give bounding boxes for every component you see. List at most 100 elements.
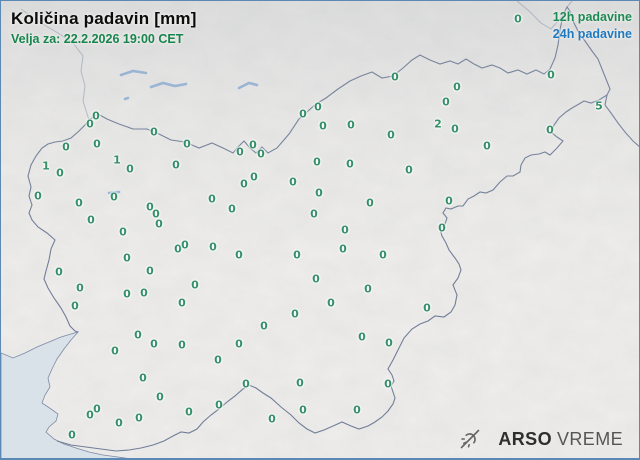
sun-icon: [461, 429, 480, 449]
station-value: 0: [178, 338, 186, 352]
station-value: 0: [310, 207, 318, 221]
station-value: 0: [135, 411, 143, 425]
station-value: 0: [76, 281, 84, 295]
station-value: 0: [260, 319, 268, 333]
station-value: 0: [546, 123, 554, 137]
station-value: 0: [313, 155, 321, 169]
station-value: 0: [214, 353, 222, 367]
station-value: 0: [358, 330, 366, 344]
station-value: 0: [152, 207, 160, 221]
station-value: 0: [209, 240, 217, 254]
station-value: 0: [547, 68, 555, 82]
station-value: 0: [139, 371, 147, 385]
station-value: 0: [119, 225, 127, 239]
station-value: 0: [235, 248, 243, 262]
station-value: 0: [445, 194, 453, 208]
neighbor-border: [20, 8, 90, 121]
station-value: 0: [250, 170, 258, 184]
station-value: 0: [319, 119, 327, 133]
station-value: 0: [215, 398, 223, 412]
station-value: 0: [56, 166, 64, 180]
station-value: 0: [296, 376, 304, 390]
station-value: 0: [379, 248, 387, 262]
slovenia-border-south: [56, 94, 608, 452]
brand-vreme: VREME: [556, 428, 623, 449]
station-value: 0: [257, 147, 265, 161]
station-value: 0: [364, 282, 372, 296]
station-value: 0: [87, 213, 95, 227]
station-value: 0: [385, 336, 393, 350]
station-value: 0: [208, 192, 216, 206]
map-header: Količina padavin [mm] Velja za: 22.2.202…: [11, 8, 197, 48]
station-value: 0: [289, 175, 297, 189]
station-value: 0: [339, 242, 347, 256]
sea-area: [1, 331, 128, 458]
slovenia-border-west: [27, 119, 90, 333]
station-value: 0: [34, 189, 42, 203]
station-value: 0: [423, 301, 431, 315]
station-value: 0: [236, 145, 244, 159]
station-value: 0: [451, 122, 459, 136]
station-value: 0: [62, 140, 70, 154]
lakes: [107, 69, 259, 195]
branding: ARSO VREME: [458, 427, 623, 451]
station-value: 0: [391, 70, 399, 84]
station-value: 0: [183, 137, 191, 151]
page-title: Količina padavin [mm]: [11, 9, 197, 28]
station-value: 0: [191, 278, 199, 292]
valid-time-label: Velja za: 22.2.2026 19:00 CET: [11, 32, 184, 47]
station-value: 0: [174, 242, 182, 256]
station-value: 0: [75, 196, 83, 210]
legend-item-12h: 12h padavine: [552, 10, 632, 24]
station-value: 0: [172, 158, 180, 172]
station-value: 0: [178, 296, 186, 310]
station-value: 0: [86, 408, 94, 422]
station-value: 0: [249, 138, 257, 152]
station-value: 0: [405, 163, 413, 177]
station-value: 0: [353, 403, 361, 417]
legend-item-24h: 24h padavine: [552, 26, 632, 41]
station-value: 0: [146, 264, 154, 278]
station-value: 0: [140, 286, 148, 300]
station-value: 0: [327, 296, 335, 310]
station-value: 1: [113, 153, 121, 167]
station-value: 0: [483, 139, 491, 153]
slovenia-border-north: [88, 5, 611, 154]
station-value: 0: [242, 377, 250, 391]
legend: 12h padavine 24h padavine: [553, 9, 632, 42]
station-value: 0: [150, 337, 158, 351]
brand-arso: ARSO: [498, 428, 552, 449]
station-value: 0: [291, 307, 299, 321]
station-value: 0: [228, 202, 236, 216]
station-value: 0: [110, 190, 118, 204]
station-value: 0: [442, 95, 450, 109]
station-value: 0: [240, 177, 248, 191]
station-value: 0: [111, 344, 119, 358]
station-value: 0: [347, 118, 355, 132]
station-value: 2: [434, 117, 442, 131]
neighbor-border: [516, 1, 573, 30]
station-value: 1: [42, 159, 50, 173]
station-value: 0: [312, 272, 320, 286]
station-value: 0: [366, 196, 374, 210]
station-value: 0: [514, 12, 522, 26]
station-value: 0: [123, 251, 131, 265]
station-value: 0: [315, 186, 323, 200]
station-value: 0: [453, 80, 461, 94]
station-value: 0: [181, 238, 189, 252]
brand-text: ARSO VREME: [498, 429, 623, 450]
station-value: 0: [86, 117, 94, 131]
station-value: 0: [185, 405, 193, 419]
station-value: 0: [156, 390, 164, 404]
station-value: 0: [155, 217, 163, 231]
station-value: 0: [93, 402, 101, 416]
station-value: 5: [595, 99, 603, 113]
station-value: 0: [268, 412, 276, 426]
station-value: 0: [346, 157, 354, 171]
station-value: 0: [55, 265, 63, 279]
station-value: 0: [134, 328, 142, 342]
neighbor-border: [604, 104, 639, 147]
